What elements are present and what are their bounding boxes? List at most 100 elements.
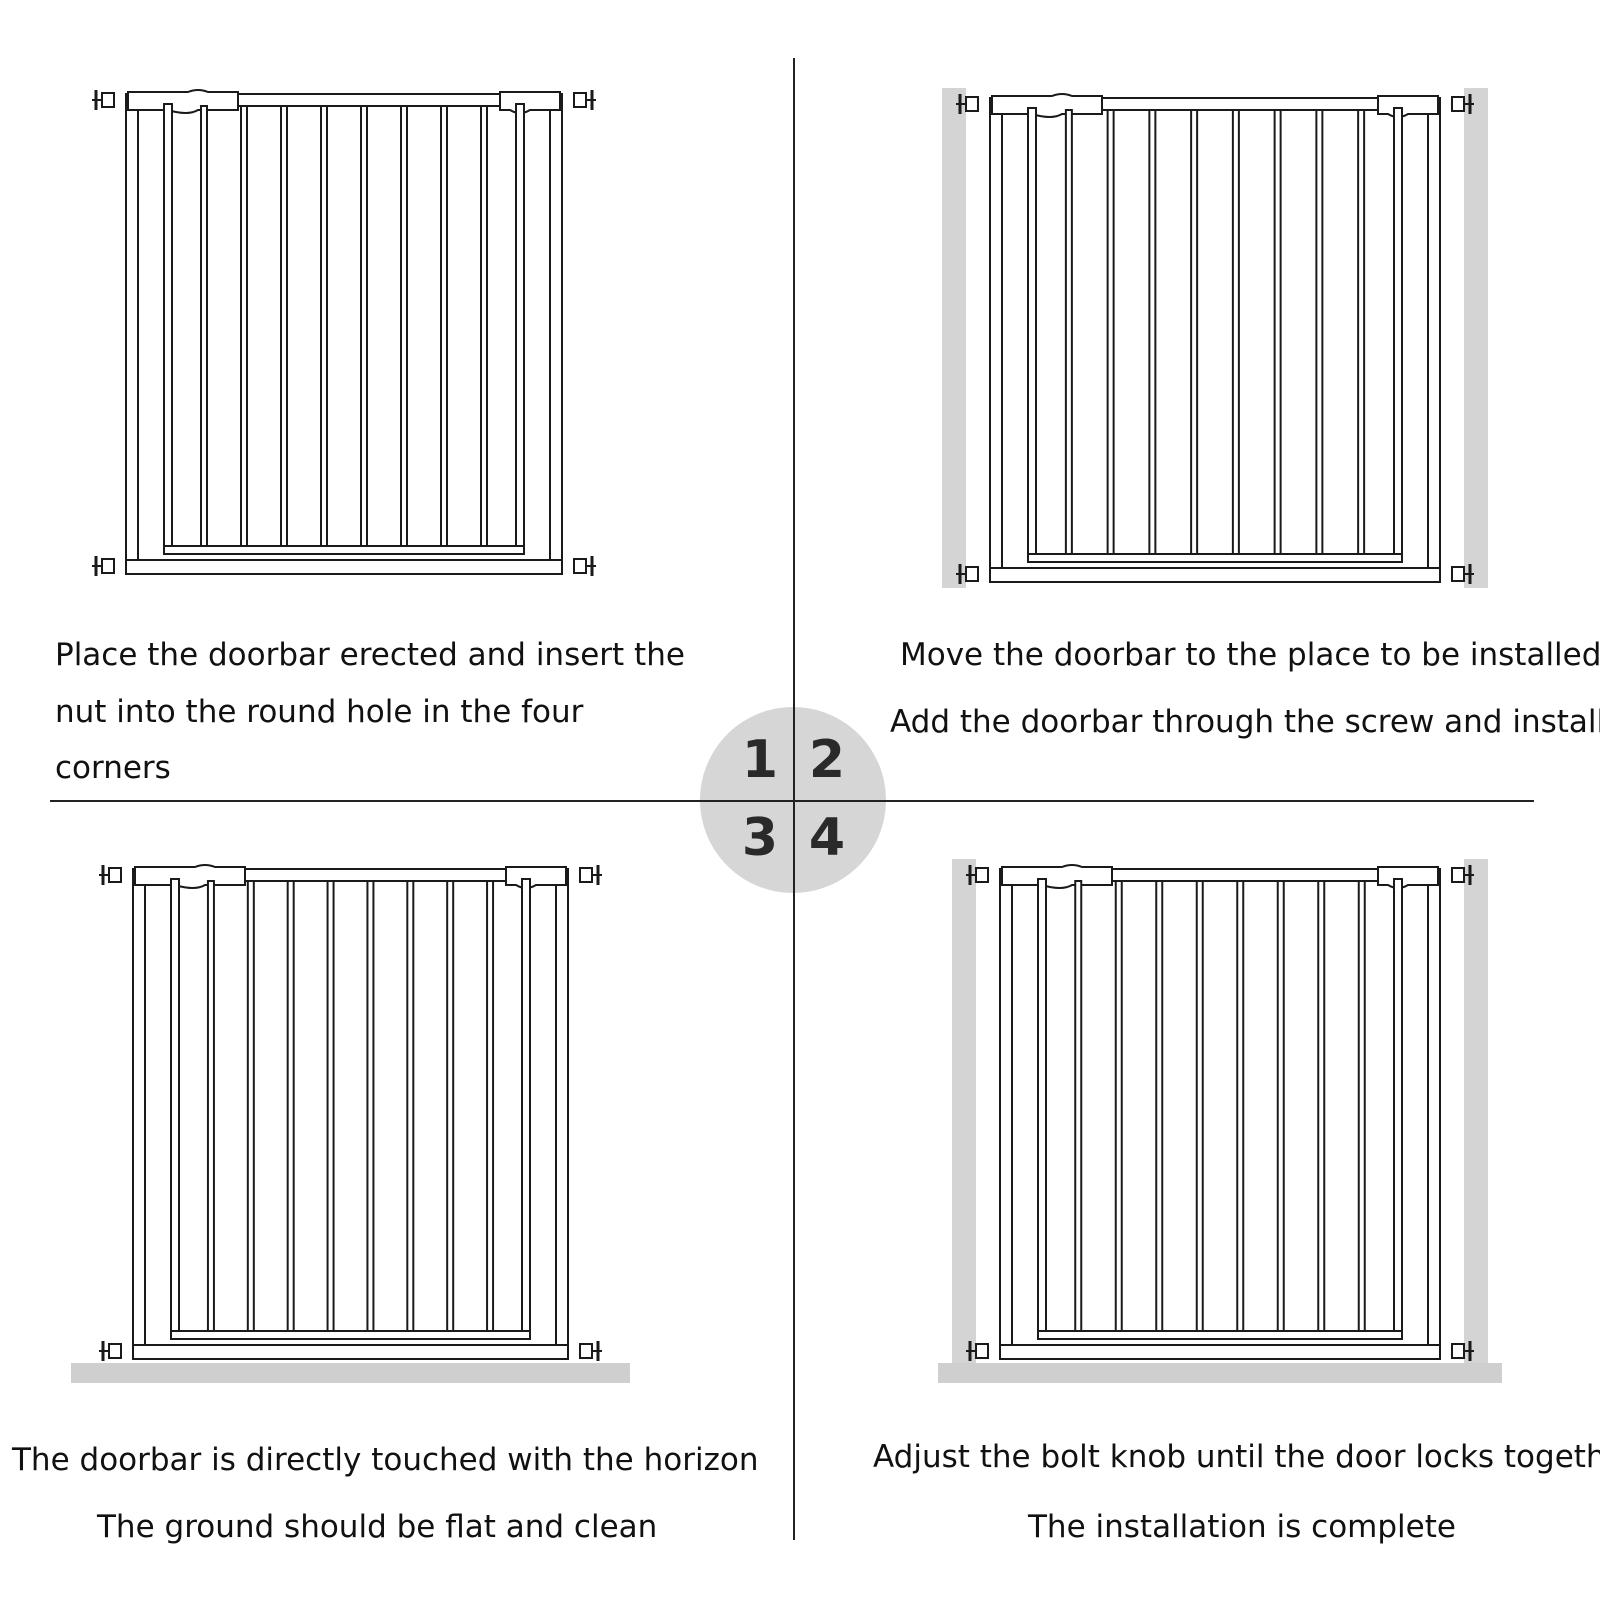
gate-bar (400, 105, 408, 547)
gate-bar (1064, 109, 1073, 555)
frame-post (989, 103, 1003, 569)
gate-bar (240, 105, 248, 547)
gate-bar (320, 105, 328, 547)
step-number-2: 2 (808, 730, 846, 790)
gate-bar (1148, 109, 1157, 555)
step-number-3: 3 (741, 808, 779, 868)
door-post (163, 103, 173, 551)
gate-bar (286, 880, 295, 1332)
bolt-knob-icon (108, 867, 122, 883)
gate-bar (1190, 109, 1199, 555)
step-2-line-1: Move the doorbar to the place to be inst… (900, 637, 1600, 673)
gate-bar (326, 880, 335, 1332)
floor (71, 1363, 630, 1383)
bottom-bar (989, 567, 1441, 583)
door-post (170, 878, 180, 1336)
gate-bar (1236, 880, 1245, 1332)
bolt-knob-icon (573, 558, 587, 574)
gate-bar (1195, 880, 1204, 1332)
vertical-divider (793, 58, 795, 1540)
door-bottom-rail (163, 545, 525, 555)
gate-bar (1357, 109, 1366, 555)
gate-bar (440, 105, 448, 547)
right-wall (1464, 88, 1488, 588)
frame-post (999, 874, 1013, 1346)
step-3-line-1: The doorbar is directly touched with the… (12, 1442, 759, 1478)
bolt-knob-icon (1451, 1343, 1465, 1359)
bolt-knob-icon (579, 1343, 593, 1359)
gate-bar (246, 880, 255, 1332)
bolt-knob-icon (975, 1343, 989, 1359)
bolt-knob-icon (1451, 96, 1465, 112)
door-post (1027, 107, 1037, 559)
bolt-knob-icon (1451, 566, 1465, 582)
door-post (521, 878, 531, 1336)
gate-illustration-step-2 (942, 88, 1488, 588)
gate-bar (280, 105, 288, 547)
door-post (515, 103, 525, 551)
bolt-knob-icon (965, 96, 979, 112)
gate-bar (206, 880, 215, 1332)
gate-bar (406, 880, 415, 1332)
frame-post (125, 99, 139, 561)
bolt-knob-icon (101, 558, 115, 574)
horizontal-divider (50, 800, 1534, 802)
door-bottom-rail (1027, 553, 1403, 563)
bolt-knob-icon (573, 92, 587, 108)
step-4-line-2: The installation is complete (1028, 1509, 1456, 1545)
door-post (1393, 107, 1403, 559)
step-number-4: 4 (808, 808, 846, 868)
door-bottom-rail (170, 1330, 531, 1340)
gate-bar (1114, 880, 1123, 1332)
frame-post (1427, 103, 1441, 569)
frame-post (549, 99, 563, 561)
door-post (1393, 878, 1403, 1336)
frame-post (1427, 874, 1441, 1346)
gate-bar (1155, 880, 1164, 1332)
step-4-line-1: Adjust the bolt knob until the door lock… (873, 1439, 1600, 1475)
gate-bar (1315, 109, 1324, 555)
step-1-line-3: corners (55, 750, 171, 786)
gate-bar (446, 880, 455, 1332)
bottom-bar (132, 1344, 569, 1360)
step-number-1: 1 (741, 730, 779, 790)
frame-post (555, 874, 569, 1346)
top-cap (505, 866, 567, 889)
gate-bar (1276, 880, 1285, 1332)
gate-bar (480, 105, 488, 547)
gate-illustration-step-4 (938, 859, 1502, 1383)
bolt-knob-icon (1451, 867, 1465, 883)
gate-bar (366, 880, 375, 1332)
frame-post (132, 874, 146, 1346)
top-cap (1377, 866, 1439, 889)
gate-bar (1074, 880, 1083, 1332)
step-3-line-2: The ground should be flat and clean (97, 1509, 658, 1545)
left-wall (942, 88, 966, 588)
bolt-knob-icon (975, 867, 989, 883)
gate-bar (1106, 109, 1115, 555)
top-cap (1001, 864, 1113, 889)
gate-bar (200, 105, 208, 547)
floor (938, 1363, 1502, 1383)
left-wall (952, 859, 976, 1365)
top-cap (499, 91, 561, 114)
step-1-line-2: nut into the round hole in the four (55, 694, 584, 730)
right-wall (1464, 859, 1488, 1365)
bottom-bar (999, 1344, 1441, 1360)
gate-bar (1231, 109, 1240, 555)
bolt-knob-icon (579, 867, 593, 883)
step-2-line-2: Add the doorbar through the screw and in… (890, 704, 1600, 740)
bottom-bar (125, 559, 563, 575)
step-1-line-1: Place the doorbar erected and insert the (55, 637, 685, 673)
top-cap (991, 93, 1103, 118)
top-cap (127, 89, 239, 114)
bolt-knob-icon (108, 1343, 122, 1359)
bolt-knob-icon (101, 92, 115, 108)
door-bottom-rail (1037, 1330, 1403, 1340)
gate-bar (360, 105, 368, 547)
gate-illustration-step-1 (92, 89, 596, 576)
top-cap (1377, 95, 1439, 118)
gate-bar (486, 880, 495, 1332)
gate-bar (1357, 880, 1366, 1332)
